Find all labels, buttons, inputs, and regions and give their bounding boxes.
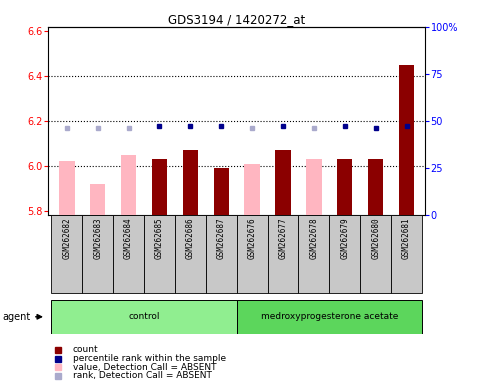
Bar xyxy=(244,164,260,215)
Bar xyxy=(121,155,136,215)
Text: GSM262685: GSM262685 xyxy=(155,218,164,259)
Text: GSM262684: GSM262684 xyxy=(124,218,133,259)
Bar xyxy=(399,65,414,215)
Bar xyxy=(213,168,229,215)
Bar xyxy=(82,215,113,293)
Bar xyxy=(275,150,291,215)
Text: control: control xyxy=(128,312,160,321)
Bar xyxy=(368,159,384,215)
Bar xyxy=(360,215,391,293)
Bar xyxy=(152,159,167,215)
Text: GSM262683: GSM262683 xyxy=(93,218,102,259)
Bar xyxy=(175,215,206,293)
Text: GSM262677: GSM262677 xyxy=(279,218,287,259)
Bar xyxy=(144,215,175,293)
Bar xyxy=(268,215,298,293)
Text: rank, Detection Call = ABSENT: rank, Detection Call = ABSENT xyxy=(73,371,212,380)
Bar xyxy=(329,215,360,293)
Text: GSM262681: GSM262681 xyxy=(402,218,411,259)
Text: GSM262687: GSM262687 xyxy=(217,218,226,259)
Text: count: count xyxy=(73,346,99,354)
Bar xyxy=(237,215,268,293)
Text: agent: agent xyxy=(2,312,30,322)
Text: percentile rank within the sample: percentile rank within the sample xyxy=(73,354,226,363)
Text: GSM262679: GSM262679 xyxy=(340,218,349,259)
Text: GSM262680: GSM262680 xyxy=(371,218,380,259)
Text: GSM262682: GSM262682 xyxy=(62,218,71,259)
Text: GSM262676: GSM262676 xyxy=(248,218,256,259)
Bar xyxy=(206,215,237,293)
Bar xyxy=(59,161,74,215)
Bar xyxy=(298,215,329,293)
Bar xyxy=(51,215,82,293)
Text: GSM262686: GSM262686 xyxy=(186,218,195,259)
Bar xyxy=(237,300,422,334)
Text: GSM262678: GSM262678 xyxy=(310,218,318,259)
Bar xyxy=(51,300,237,334)
Text: value, Detection Call = ABSENT: value, Detection Call = ABSENT xyxy=(73,363,216,372)
Bar xyxy=(306,159,322,215)
Bar xyxy=(183,150,198,215)
Bar xyxy=(113,215,144,293)
Text: medroxyprogesterone acetate: medroxyprogesterone acetate xyxy=(261,312,398,321)
Title: GDS3194 / 1420272_at: GDS3194 / 1420272_at xyxy=(168,13,305,26)
Bar xyxy=(391,215,422,293)
Bar xyxy=(90,184,105,215)
Bar xyxy=(337,159,353,215)
